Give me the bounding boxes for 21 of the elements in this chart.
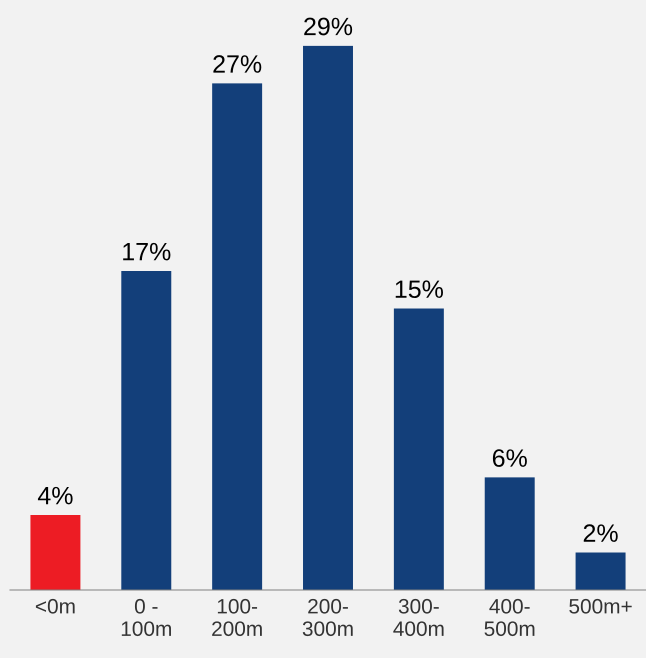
- data-label: 15%: [396, 280, 443, 298]
- data-label: 6%: [492, 449, 527, 467]
- bar: [576, 552, 626, 590]
- x-tick-label: 400- 500m: [484, 598, 534, 636]
- data-label: 4%: [38, 486, 73, 504]
- x-tick-label: 200- 300m: [302, 598, 353, 636]
- x-tick-label: 500m+: [569, 598, 632, 614]
- bar: [30, 514, 80, 590]
- data-label: 27%: [213, 55, 262, 73]
- bar: [121, 270, 172, 590]
- bar: [484, 477, 535, 590]
- data-label: 17%: [123, 242, 170, 260]
- x-tick-label: 100- 200m: [212, 598, 262, 636]
- bar: [303, 46, 353, 590]
- x-tick-label: 300- 400m: [393, 598, 444, 636]
- x-tick-label: 0 - 100m: [122, 598, 171, 636]
- bar: [394, 308, 444, 590]
- bar: [212, 83, 262, 590]
- data-label: 2%: [584, 524, 618, 542]
- x-tick-label: <0m: [36, 598, 75, 614]
- data-label: 29%: [304, 18, 352, 36]
